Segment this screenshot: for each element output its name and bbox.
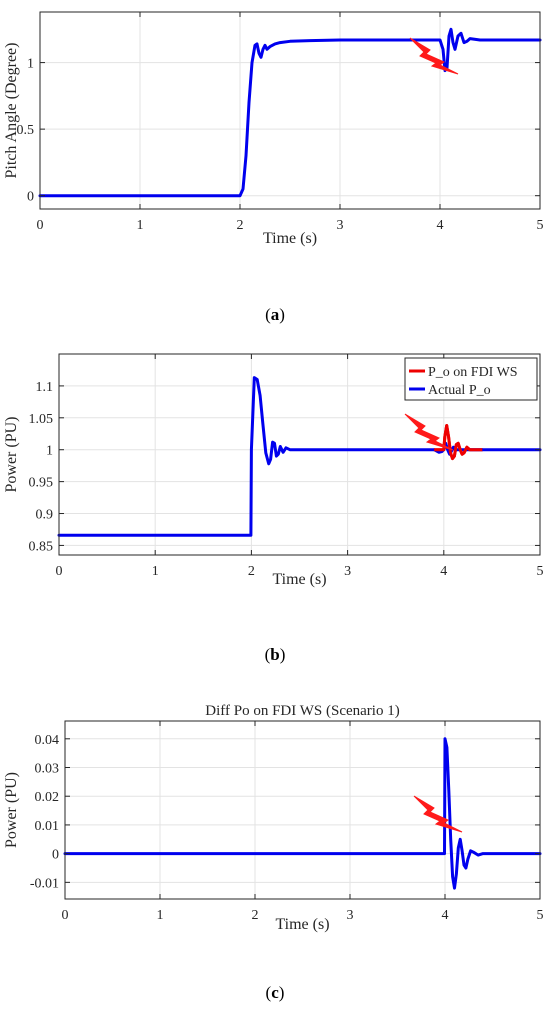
x-tick-label: 0	[37, 218, 44, 233]
y-tick-label: 0.85	[29, 539, 54, 554]
lightning-bolt-icon	[404, 413, 454, 451]
axes-box	[64, 720, 541, 900]
x-tick-label: 1	[152, 564, 159, 579]
lightning-bolt-icon	[409, 37, 459, 75]
y-tick-label: 1	[27, 57, 34, 72]
x-axis-label: Time (s)	[263, 230, 317, 247]
y-axis-label: Power (PU)	[3, 772, 20, 848]
y-tick-label: 0.02	[35, 790, 60, 805]
chart-c: 0 1 2 3 4 5 -0.01 0 0.01 0.02 0.03 0.04 Time (s) Powe…	[3, 703, 544, 1002]
y-tick-label: 0	[27, 190, 34, 205]
figure-caption: (a)	[265, 305, 285, 324]
x-tick-label: 0	[56, 564, 63, 579]
x-tick-label: 3	[337, 218, 344, 233]
x-tick-label: 5	[537, 218, 544, 233]
y-tick-label: 0.01	[35, 819, 60, 834]
lightning-bolt-icon	[413, 795, 463, 833]
y-tick-label: 1.05	[29, 412, 54, 427]
x-tick-label: 2	[248, 564, 255, 579]
y-tick-label: 0.95	[29, 476, 54, 491]
axes-box	[39, 11, 541, 210]
y-tick-label: 1	[46, 444, 53, 459]
series-line	[63, 737, 542, 890]
y-tick-label: 0.04	[35, 733, 60, 748]
axes-box	[58, 353, 541, 556]
series-line	[57, 376, 542, 537]
x-tick-label: 5	[537, 564, 544, 579]
x-tick-label: 4	[437, 218, 444, 233]
y-tick-label: 1.1	[36, 380, 54, 395]
x-tick-label: 5	[537, 908, 544, 923]
figure-caption: (c)	[266, 983, 285, 1002]
x-axis-label: Time (s)	[272, 571, 326, 588]
y-tick-label: 0.5	[17, 123, 35, 138]
series-line-overlay	[434, 424, 483, 461]
chart-title: Diff Po on FDI WS (Scenario 1)	[205, 703, 399, 719]
series-line	[38, 27, 542, 198]
x-tick-label: 2	[237, 218, 244, 233]
x-tick-label: 1	[157, 908, 164, 923]
x-tick-label: 3	[344, 564, 351, 579]
x-axis-label: Time (s)	[275, 916, 329, 933]
y-axis-label: Power (PU)	[3, 417, 20, 493]
figure-caption: (b)	[265, 645, 286, 664]
y-tick-label: 0.9	[36, 508, 54, 523]
legend-entry: P_o on FDI WS	[428, 365, 518, 380]
y-tick-label: -0.01	[30, 876, 59, 891]
x-tick-label: 4	[442, 908, 449, 923]
legend-box	[404, 357, 538, 401]
y-axis-label: Pitch Angle (Degree)	[3, 43, 20, 179]
x-tick-label: 2	[252, 908, 259, 923]
legend-entry: Actual P_o	[428, 383, 491, 398]
x-tick-label: 0	[62, 908, 69, 923]
chart-a: 0 1 2 3 4 5 0 0.5 1 Time (s) Pitch Angle (Degree) (…	[3, 11, 544, 324]
y-tick-label: 0	[52, 848, 59, 863]
x-tick-label: 4	[440, 564, 447, 579]
y-tick-label: 0.03	[35, 762, 60, 777]
chart-b: 0 1 2 3 4 5 0.85 0.9 0.95 1 1.05 1.1 Time (s) Power (…	[3, 353, 544, 664]
x-tick-label: 1	[137, 218, 144, 233]
x-tick-label: 3	[347, 908, 354, 923]
